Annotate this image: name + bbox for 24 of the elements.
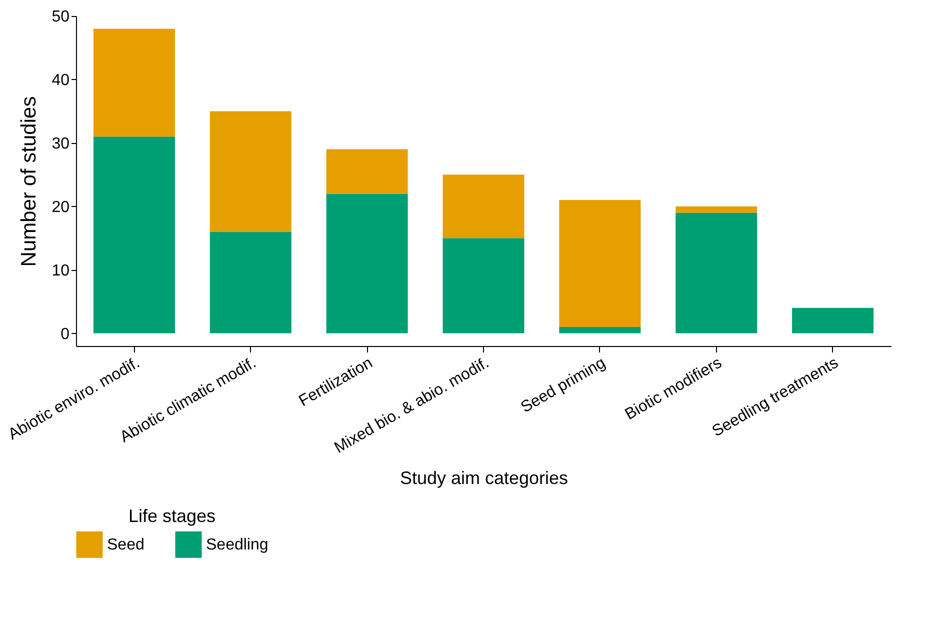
bar <box>442 174 524 238</box>
legend-title: Life stages <box>128 506 216 526</box>
legend-label: Seedling <box>206 536 268 554</box>
bar <box>210 232 292 334</box>
y-tick-label: 0 <box>60 326 70 343</box>
bar <box>676 206 758 213</box>
bar <box>93 28 175 137</box>
y-axis-title: Number of studies <box>18 96 41 267</box>
bar <box>326 194 408 334</box>
bar <box>442 238 524 334</box>
y-tick-label: 50 <box>52 8 70 26</box>
bar <box>676 212 758 334</box>
bar <box>559 326 641 334</box>
y-tick-label: 40 <box>52 72 70 89</box>
legend-label: Seed <box>107 536 144 554</box>
bar <box>93 136 175 334</box>
y-tick-label: 30 <box>52 135 70 152</box>
x-axis-title: Study aim categories <box>400 468 568 488</box>
bar <box>792 308 874 334</box>
y-tick-label: 20 <box>52 198 70 216</box>
y-tick-label: 10 <box>52 262 70 280</box>
bar <box>326 149 408 194</box>
bar <box>559 200 641 327</box>
bar <box>210 111 292 232</box>
